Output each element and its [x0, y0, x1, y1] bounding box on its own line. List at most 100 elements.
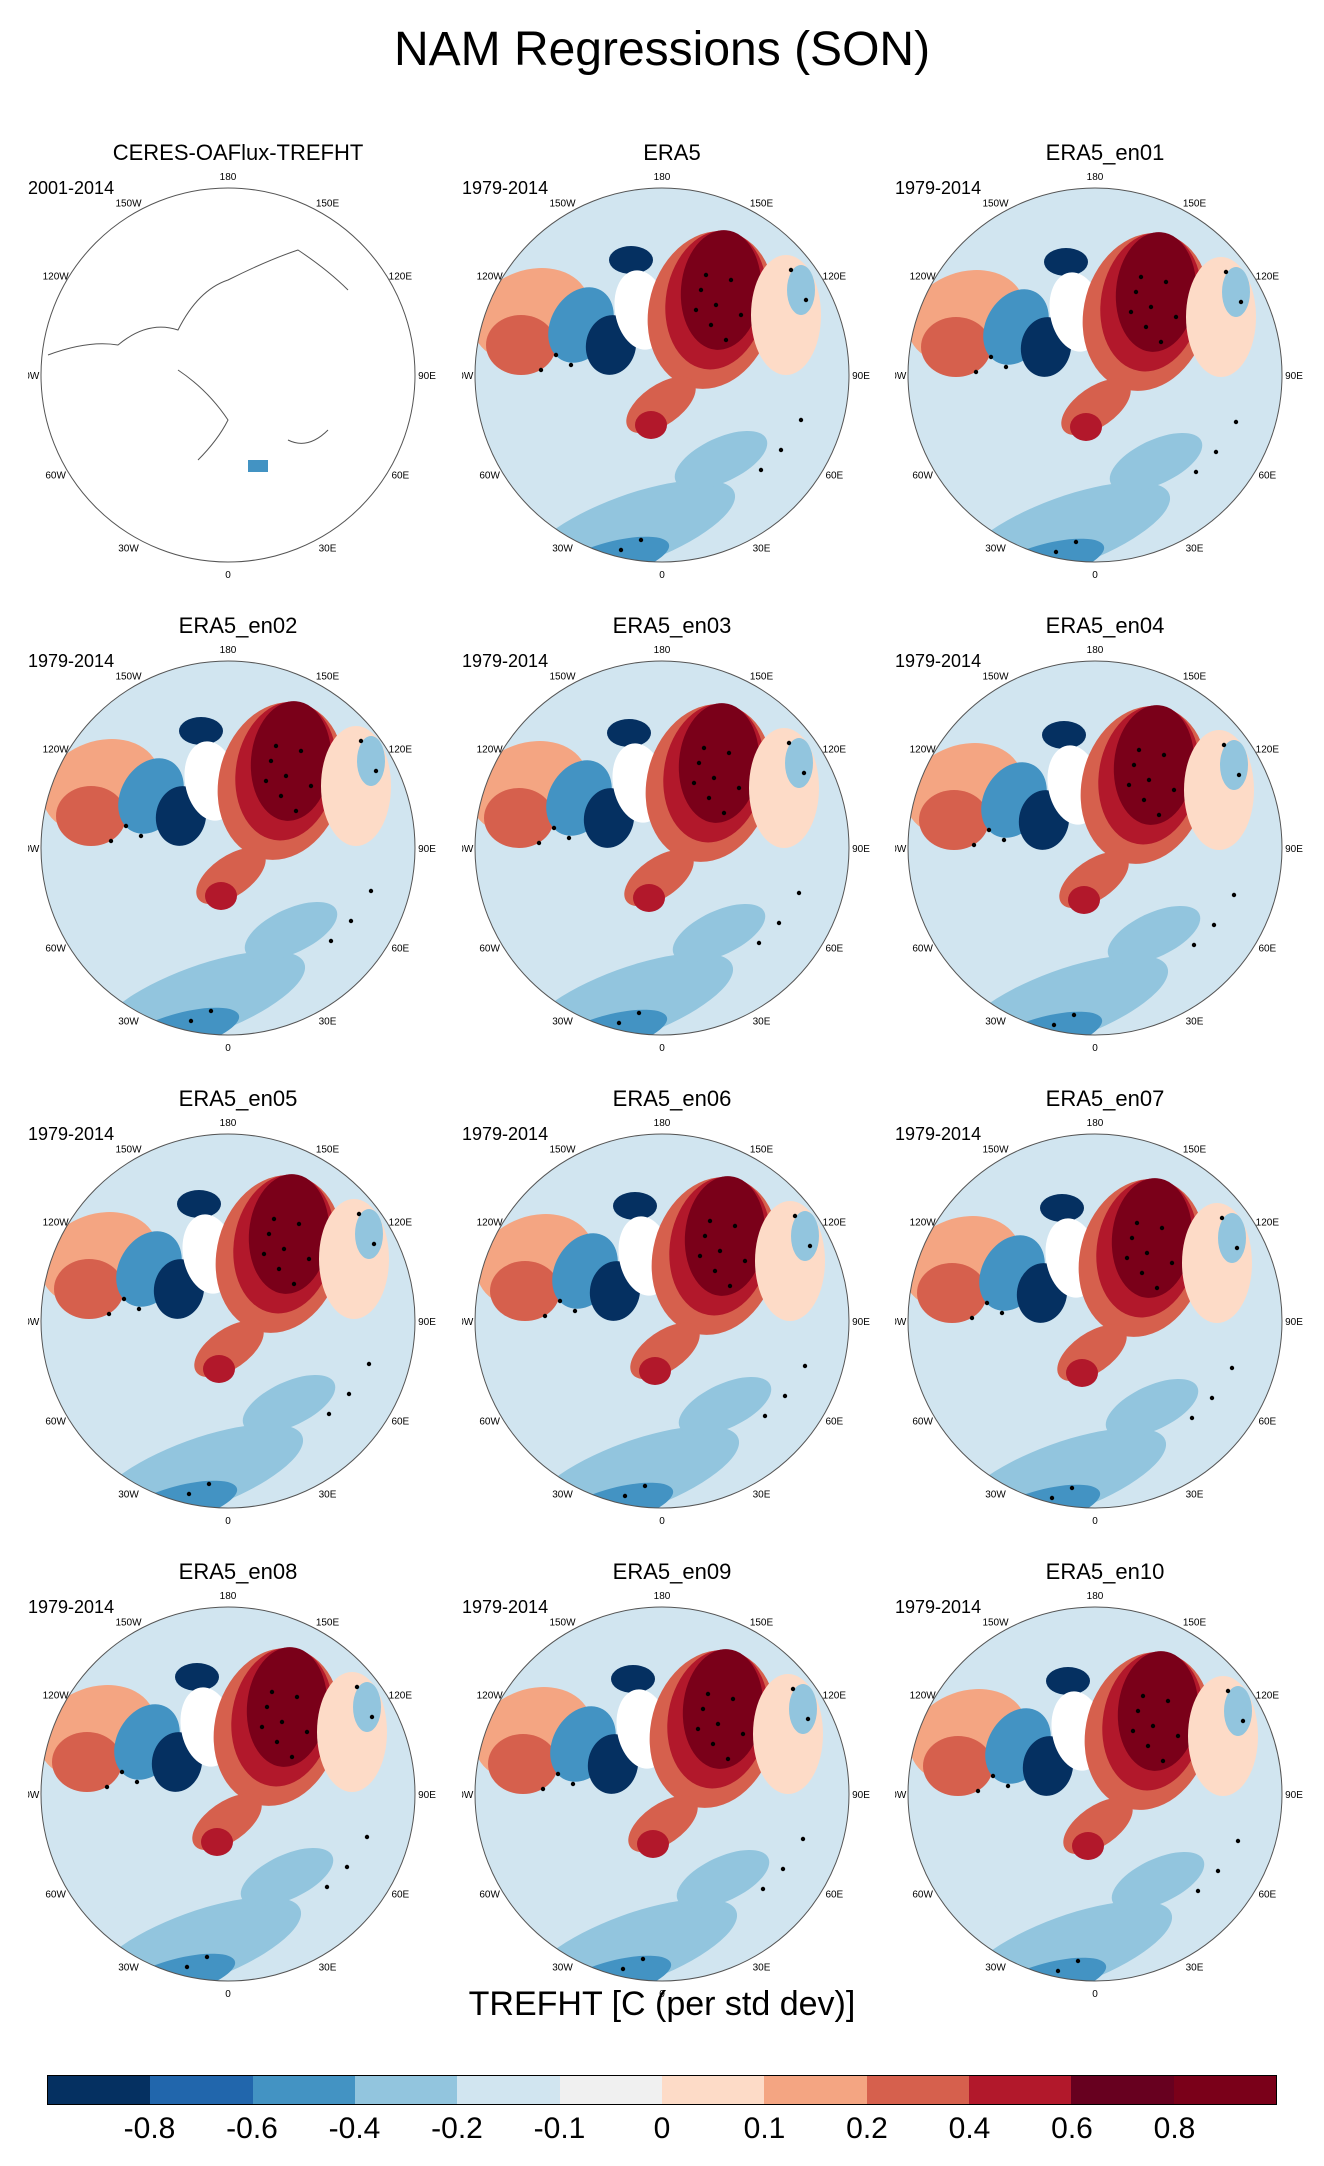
significance-dot — [1126, 782, 1132, 788]
longitude-label: 120W — [910, 272, 937, 283]
colorbar-tick-label: 0 — [653, 2112, 671, 2145]
longitude-label: 30E — [1186, 543, 1204, 554]
significance-dot — [542, 1313, 548, 1319]
panel-years: 1979-2014 — [895, 1124, 982, 1144]
significance-dot — [738, 312, 744, 318]
significance-dot — [756, 940, 762, 946]
significance-dot — [1053, 549, 1059, 555]
polar-map: 180 150E 120E 90E 60E 30E 0 30W 60W 90W 120W 150W — [895, 645, 1303, 1054]
significance-dot — [358, 738, 364, 744]
significance-dot — [271, 1216, 277, 1222]
longitude-label: 150W — [115, 1618, 142, 1629]
longitude-label: 30W — [118, 543, 139, 554]
significance-dot — [796, 890, 802, 896]
longitude-label: 150E — [316, 672, 340, 683]
significance-dot — [1005, 1783, 1011, 1789]
panel-title: ERA5_en01 — [1045, 140, 1165, 165]
colorbar-swatch — [764, 2076, 867, 2104]
significance-dot — [707, 1218, 713, 1224]
longitude-label: 90W — [28, 844, 40, 855]
longitude-label: 30E — [753, 1489, 771, 1500]
longitude-label: 0 — [225, 1516, 231, 1527]
significance-dot — [1238, 299, 1244, 305]
longitude-label: 90W — [895, 844, 907, 855]
panel-years: 1979-2014 — [895, 1597, 982, 1617]
significance-dot — [703, 272, 709, 278]
longitude-label: 90W — [895, 1317, 907, 1328]
significance-dot — [364, 1834, 370, 1840]
significance-dot — [308, 783, 314, 789]
significance-dot — [208, 1008, 214, 1014]
significance-dot — [204, 1954, 210, 1960]
longitude-label: 90W — [895, 371, 907, 382]
significance-dot — [803, 297, 809, 303]
longitude-label: 90W — [462, 1317, 474, 1328]
colorbar-swatch — [457, 2076, 560, 2104]
significance-dot — [1215, 1868, 1221, 1874]
significance-dot — [618, 547, 624, 553]
longitude-label: 150W — [982, 672, 1009, 683]
significance-dot — [1032, 1038, 1036, 1042]
significance-dot — [1169, 1260, 1175, 1266]
map-panel: 180 150E 120E 90E 60E 30E 0 30W 60W 90W 120W 150W ER… — [895, 1559, 1315, 2029]
significance-dot — [1055, 1968, 1061, 1974]
significance-dot — [984, 1300, 990, 1306]
panel-years: 1979-2014 — [28, 651, 115, 671]
significance-dot — [1124, 1255, 1130, 1261]
significance-dot — [616, 1020, 622, 1026]
longitude-label: 30W — [552, 543, 573, 554]
significance-dot — [1073, 539, 1079, 545]
significance-dot — [697, 1253, 703, 1259]
significance-dot — [1231, 892, 1237, 898]
longitude-label: 90E — [1285, 371, 1303, 382]
significance-dot — [283, 773, 289, 779]
significance-dot — [638, 537, 644, 543]
longitude-label: 60W — [912, 1417, 933, 1428]
longitude-label: 30E — [319, 1962, 337, 1973]
significance-dot — [291, 1281, 297, 1287]
longitude-label: 60E — [391, 471, 409, 482]
significance-dot — [603, 1509, 607, 1513]
longitude-label: 30W — [985, 1016, 1006, 1027]
significance-dot — [1240, 1718, 1246, 1724]
significance-dot — [371, 1241, 377, 1247]
significance-dot — [276, 1266, 282, 1272]
colorbar-tick-label: -0.8 — [123, 2112, 176, 2145]
significance-dot — [278, 793, 284, 799]
longitude-label: 60W — [45, 944, 66, 955]
significance-dot — [138, 833, 144, 839]
longitude-label: 60W — [479, 1890, 500, 1901]
longitude-label: 0 — [659, 1989, 665, 2000]
significance-dot — [186, 1491, 192, 1497]
significance-dot — [727, 1283, 733, 1289]
longitude-label: 60E — [825, 1417, 843, 1428]
significance-dot — [622, 1493, 628, 1499]
longitude-label: 30W — [552, 1489, 573, 1500]
significance-dot — [705, 1691, 711, 1697]
panel-years: 1979-2014 — [28, 1124, 115, 1144]
significance-dot — [1148, 304, 1154, 310]
longitude-label: 150W — [549, 672, 576, 683]
polar-map: 180 150E 120E 90E 60E 30E 0 30W 60W 90W 120W 150W — [28, 1118, 436, 1527]
significance-dot — [263, 778, 269, 784]
significance-dot — [706, 795, 712, 801]
significance-dot — [274, 1739, 280, 1745]
significance-dot — [1191, 942, 1197, 948]
longitude-label: 30W — [118, 1489, 139, 1500]
map-panel: 180 150E 120E 90E 60E 30E 0 30W 60W 90W 120W 150W ER… — [462, 140, 882, 610]
longitude-label: 120W — [910, 1691, 937, 1702]
longitude-label: 180 — [220, 1118, 237, 1129]
colorbar-swatch — [968, 2076, 1072, 2104]
longitude-label: 60W — [912, 471, 933, 482]
significance-dot — [696, 760, 702, 766]
significance-dot — [802, 1363, 808, 1369]
longitude-label: 30E — [319, 1016, 337, 1027]
longitude-label: 30E — [1186, 1962, 1204, 1973]
significance-dot — [1161, 752, 1167, 758]
significance-dot — [693, 307, 699, 313]
longitude-label: 60W — [912, 1890, 933, 1901]
longitude-label: 150W — [115, 1145, 142, 1156]
significance-dot — [1171, 787, 1177, 793]
panel-years: 2001-2014 — [28, 178, 115, 198]
longitude-label: 150W — [982, 1618, 1009, 1629]
